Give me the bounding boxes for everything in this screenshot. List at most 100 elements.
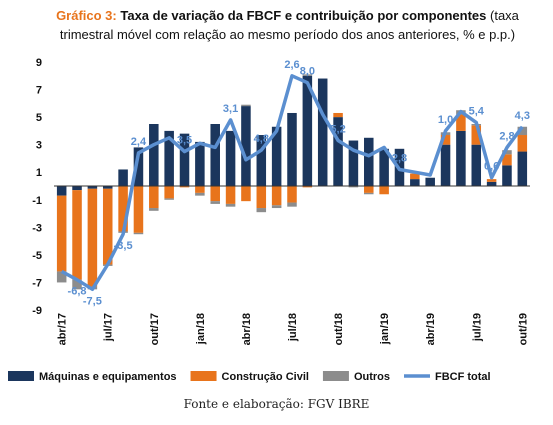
data-label: 2,8	[392, 152, 407, 164]
legend-swatch	[190, 371, 217, 381]
y-tick-label: 3	[36, 140, 42, 152]
bar-constru-o-civil	[149, 186, 159, 209]
legend-label: FBCF total	[435, 371, 491, 383]
bar-outros	[164, 198, 174, 200]
x-tick-label: jul/19	[471, 313, 483, 342]
y-tick-label: 7	[36, 85, 42, 97]
y-tick-label: 1	[36, 167, 42, 179]
x-tick-label: out/19	[517, 313, 529, 345]
y-tick-label: -3	[32, 222, 42, 234]
y-tick-label: 5	[36, 112, 42, 124]
data-label: 3,1	[223, 103, 238, 115]
bar-m-quinas-e-equipamentos	[379, 148, 389, 186]
fbcf-total-line	[60, 74, 524, 292]
bar-m-quinas-e-equipamentos	[118, 169, 128, 186]
bar-constru-o-civil	[486, 179, 497, 182]
bar-constru-o-civil	[56, 195, 67, 272]
y-tick-label: -1	[32, 195, 42, 207]
bar-constru-o-civil	[287, 186, 297, 203]
data-label: 2,4	[131, 136, 147, 148]
bar-constru-o-civil	[379, 186, 389, 195]
y-tick-label: -9	[32, 305, 42, 317]
bar-outros	[287, 202, 297, 207]
bar-outros	[225, 203, 236, 207]
y-tick-label: 9	[36, 57, 42, 69]
data-label: -6,8	[68, 286, 87, 298]
bar-outros	[133, 232, 144, 235]
bar-m-quinas-e-equipamentos	[241, 106, 251, 186]
chart-figure-label: Gráfico 3:	[56, 8, 117, 23]
chart-source: Fonte e elaboração: FGV IBRE	[183, 397, 370, 411]
bar-constru-o-civil	[87, 188, 98, 287]
data-label: 2,6	[284, 59, 299, 71]
bar-m-quinas-e-equipamentos	[56, 186, 67, 196]
bar-constru-o-civil	[133, 186, 144, 233]
bar-constru-o-civil	[364, 186, 374, 193]
data-label: -7,5	[83, 295, 102, 307]
bar-m-quinas-e-equipamentos	[425, 177, 435, 186]
bar-m-quinas-e-equipamentos	[317, 78, 328, 186]
bar-constru-o-civil	[502, 154, 512, 166]
bar-m-quinas-e-equipamentos	[486, 181, 497, 186]
chart-title-text: Taxa de variação da FBCF e contribuição …	[120, 8, 487, 23]
legend-label: Construção Civil	[222, 371, 309, 383]
bar-m-quinas-e-equipamentos	[195, 141, 205, 186]
bar-m-quinas-e-equipamentos	[410, 179, 420, 186]
bar-constru-o-civil	[225, 186, 236, 204]
bar-m-quinas-e-equipamentos	[102, 186, 113, 189]
chart-subtitle: (taxa trimestral móvel com relação ao me…	[59, 8, 519, 42]
bar-constru-o-civil	[456, 114, 466, 131]
bar-outros	[149, 208, 159, 211]
bar-outros	[364, 192, 374, 195]
legend-swatch	[322, 371, 349, 381]
bar-outros	[56, 271, 67, 283]
bar-constru-o-civil	[471, 125, 482, 145]
x-tick-label: abr/17	[57, 313, 69, 345]
bar-constru-o-civil	[302, 186, 313, 188]
y-tick-label: -7	[32, 277, 42, 289]
data-label: 1,0	[438, 114, 453, 126]
bar-m-quinas-e-equipamentos	[271, 126, 282, 186]
bar-outros	[210, 201, 220, 204]
bar-m-quinas-e-equipamentos	[348, 140, 359, 186]
bar-constru-o-civil	[102, 188, 113, 265]
bar-m-quinas-e-equipamentos	[302, 75, 313, 186]
bar-m-quinas-e-equipamentos	[72, 186, 82, 191]
bar-outros	[195, 192, 205, 196]
bar-constru-o-civil	[271, 186, 282, 206]
bar-m-quinas-e-equipamentos	[440, 144, 451, 186]
bar-constru-o-civil	[195, 186, 205, 193]
y-tick-label: -5	[32, 250, 42, 262]
bar-outros	[502, 150, 512, 155]
bar-m-quinas-e-equipamentos	[471, 144, 482, 186]
chart-title: Gráfico 3: Taxa de variação da FBCF e co…	[30, 6, 545, 44]
x-tick-label: jan/19	[379, 313, 391, 345]
legend-label: Máquinas e equipamentos	[39, 371, 177, 383]
x-tick-label: out/17	[149, 313, 161, 345]
bar-constru-o-civil	[410, 173, 420, 180]
bar-m-quinas-e-equipamentos	[287, 112, 297, 186]
bar-constru-o-civil	[210, 186, 220, 202]
bar-m-quinas-e-equipamentos	[256, 135, 267, 186]
x-tick-label: abr/18	[241, 313, 253, 345]
x-tick-label: abr/19	[425, 313, 437, 345]
bar-m-quinas-e-equipamentos	[225, 130, 236, 186]
x-tick-label: jan/18	[195, 313, 207, 345]
x-tick-label: jul/18	[287, 313, 299, 342]
bar-constru-o-civil	[333, 112, 343, 118]
bar-m-quinas-e-equipamentos	[149, 124, 159, 186]
bar-outros	[517, 126, 528, 136]
bar-outros	[302, 74, 313, 76]
bar-constru-o-civil	[179, 186, 190, 188]
bar-m-quinas-e-equipamentos	[210, 124, 220, 186]
bar-m-quinas-e-equipamentos	[333, 117, 343, 186]
bar-m-quinas-e-equipamentos	[502, 165, 512, 186]
data-label: 5,2	[330, 124, 345, 136]
bar-m-quinas-e-equipamentos	[179, 133, 190, 186]
bar-constru-o-civil	[256, 186, 267, 209]
bar-m-quinas-e-equipamentos	[456, 130, 466, 186]
x-tick-label: jul/17	[103, 313, 115, 342]
legend-label: Outros	[354, 371, 390, 383]
bar-constru-o-civil	[517, 135, 528, 152]
bar-constru-o-civil	[440, 135, 451, 145]
